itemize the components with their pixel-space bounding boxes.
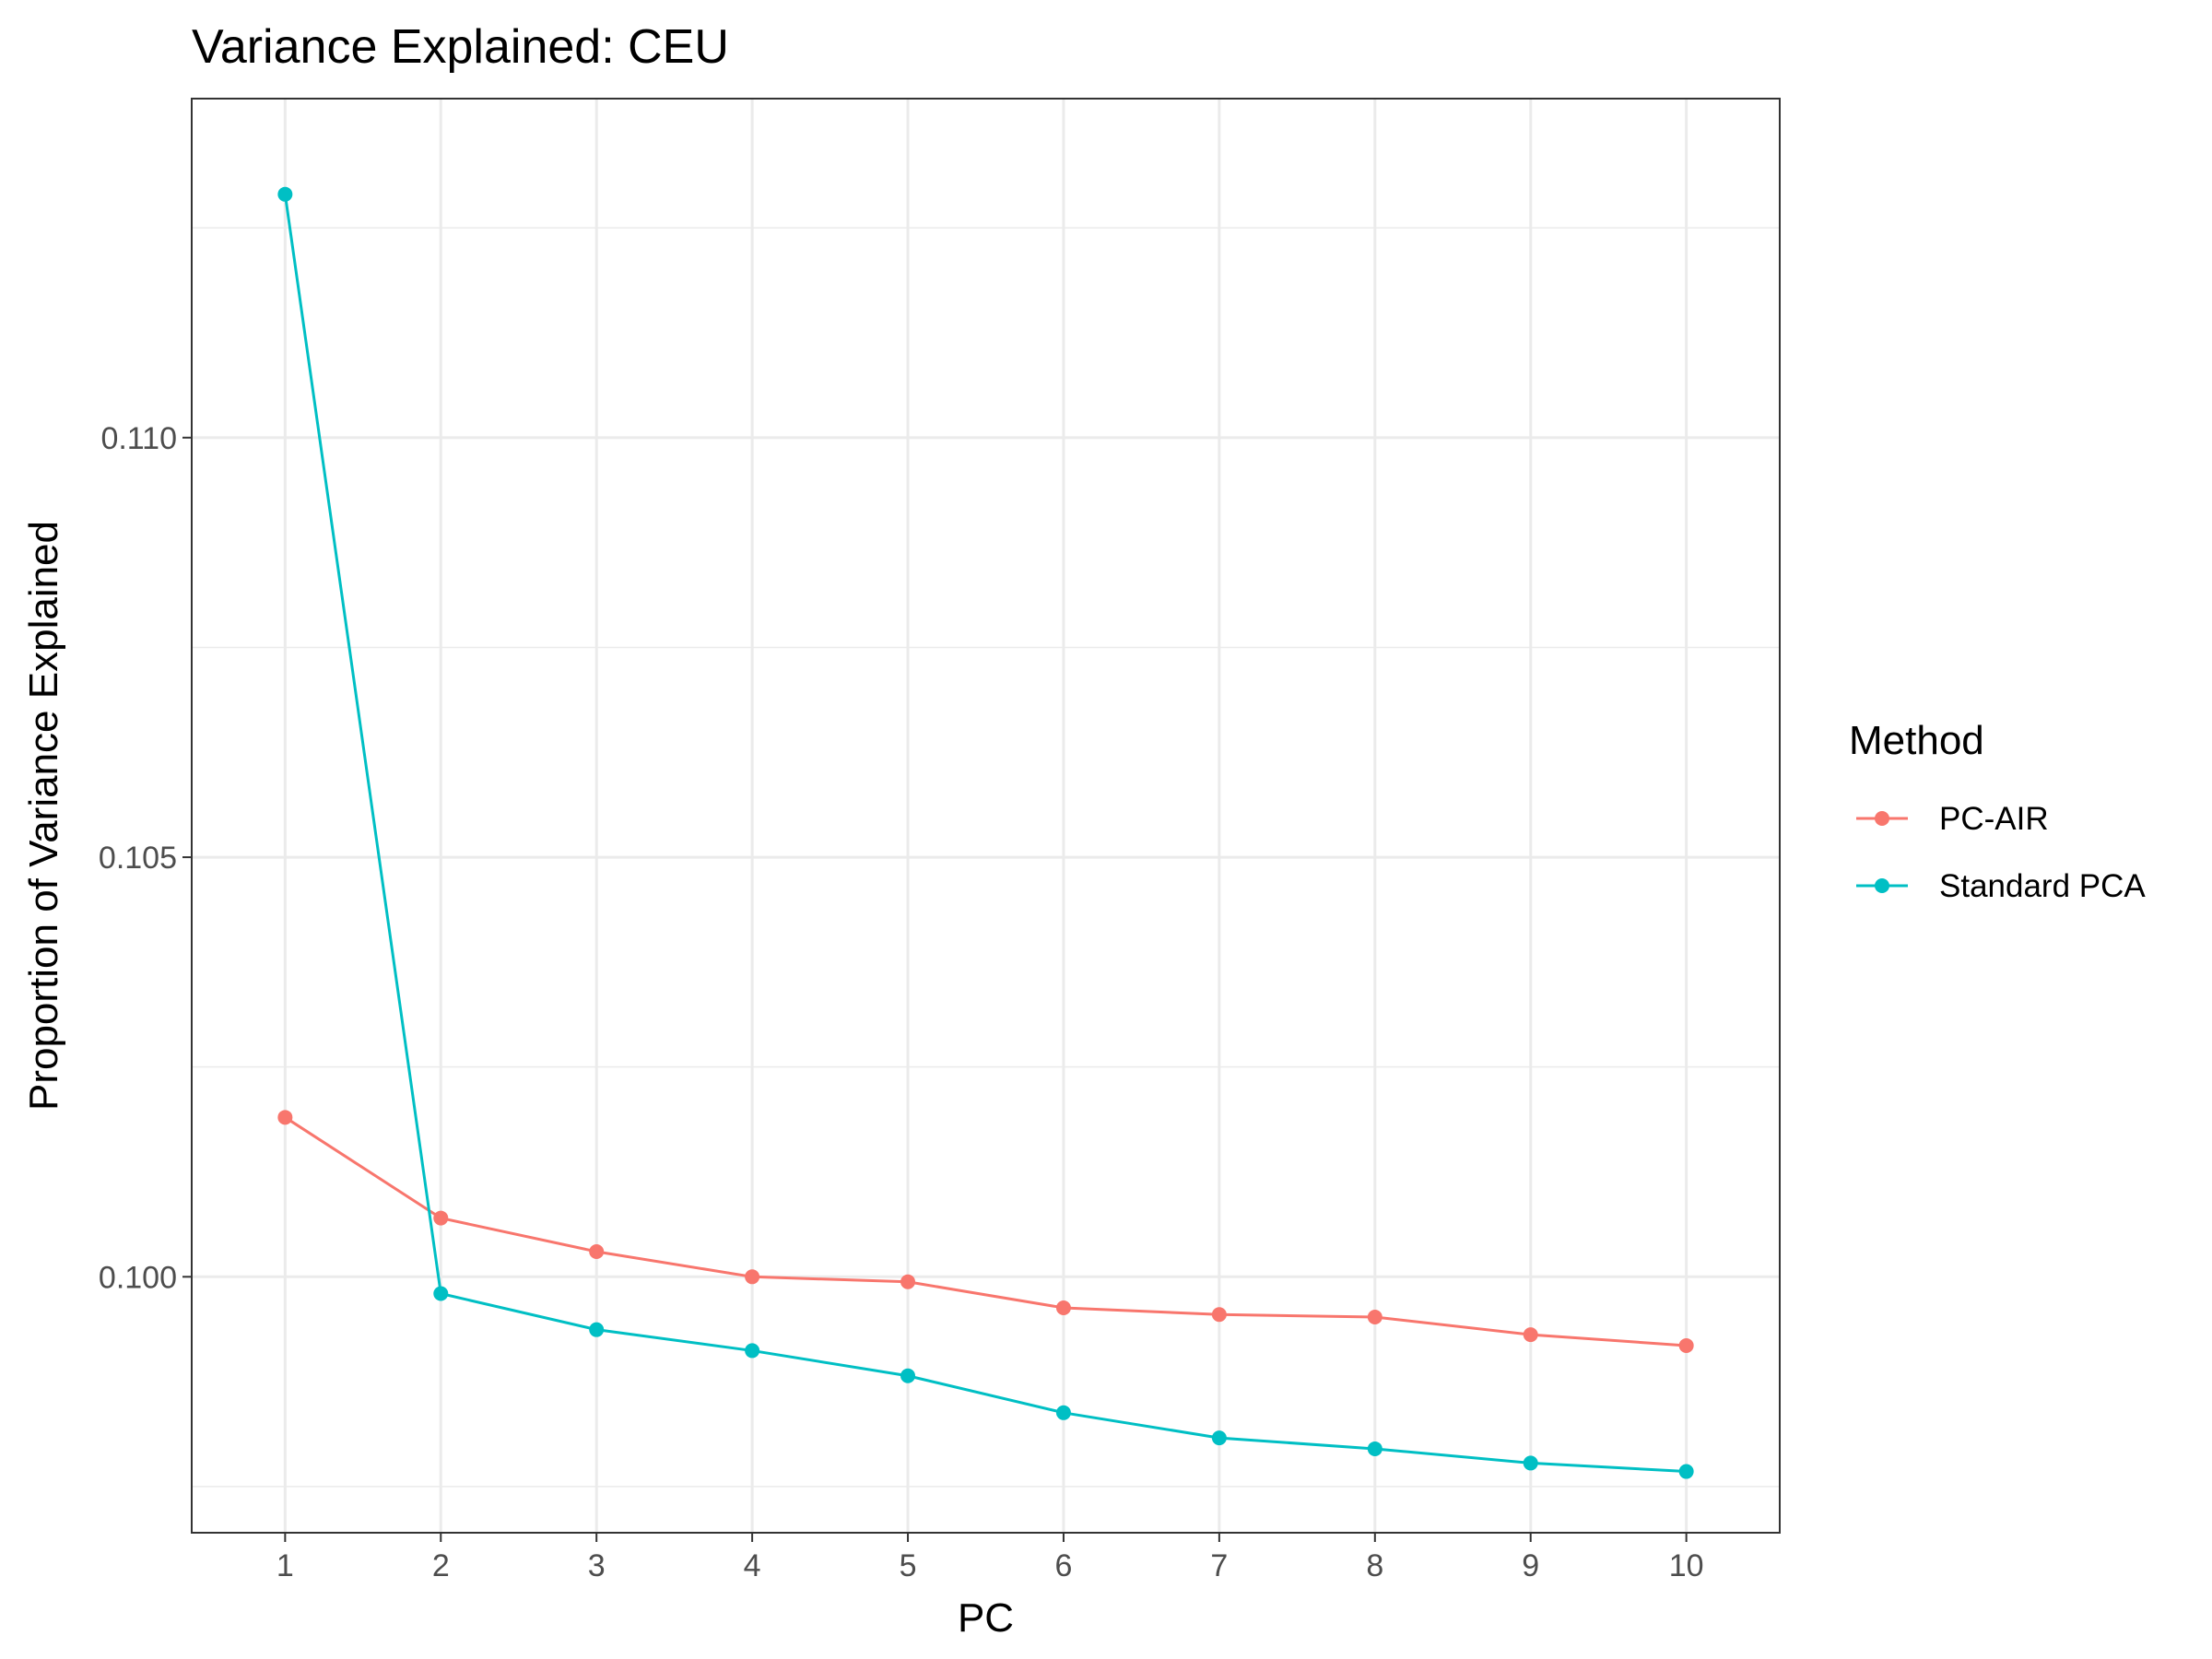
plot-panel [192, 99, 1780, 1533]
series-0-point-8 [1523, 1327, 1538, 1343]
legend-key-point-0 [1875, 811, 1889, 826]
y-axis-title: Proportion of Variance Explained [21, 521, 66, 1111]
series-1-point-7 [1367, 1441, 1382, 1456]
x-axis-title: PC [958, 1595, 1014, 1641]
series-0-point-7 [1367, 1310, 1382, 1325]
plot-border [191, 98, 1781, 1534]
grid-minor [192, 227, 1780, 1488]
series-1-point-5 [1055, 1405, 1071, 1420]
x-tick-label-5: 6 [1054, 1548, 1072, 1583]
legend: Method PC-AIR Standard PCA [1849, 718, 2146, 904]
y-tick-label-2: 0.110 [100, 421, 177, 456]
series-line-1 [283, 194, 1687, 1474]
series-0-point-0 [277, 1110, 293, 1125]
series-1-point-8 [1523, 1455, 1538, 1471]
series-0-point-6 [1211, 1307, 1227, 1323]
series-0-point-5 [1055, 1300, 1071, 1315]
series-1-point-1 [433, 1286, 449, 1301]
x-tick-label-0: 1 [276, 1548, 294, 1583]
series-line-0 [284, 1116, 1687, 1347]
series-0-point-4 [900, 1274, 916, 1289]
x-tick-label-1: 2 [432, 1548, 450, 1583]
x-axis: 1 2 3 4 5 6 7 8 9 10 [276, 1533, 1704, 1583]
series-1-point-3 [745, 1343, 760, 1359]
legend-title: Method [1849, 718, 1984, 763]
series-1-point-2 [589, 1322, 605, 1337]
legend-label-1: Standard PCA [1939, 868, 2146, 904]
series-1-point-9 [1678, 1464, 1694, 1479]
x-tick-label-7: 8 [1366, 1548, 1383, 1583]
grid-major [192, 99, 1780, 1533]
legend-key-point-1 [1875, 878, 1889, 893]
y-tick-label-1: 0.105 [99, 841, 177, 876]
series-1-point-4 [900, 1368, 916, 1383]
legend-label-0: PC-AIR [1939, 801, 2049, 837]
series-1-point-6 [1211, 1430, 1227, 1446]
series-1-point-0 [277, 186, 293, 202]
x-tick-label-9: 10 [1669, 1548, 1704, 1583]
x-tick-label-2: 3 [588, 1548, 606, 1583]
x-tick-label-4: 5 [900, 1548, 917, 1583]
series-0-point-1 [433, 1210, 449, 1226]
series-0-point-3 [745, 1269, 760, 1285]
x-tick-label-8: 9 [1522, 1548, 1539, 1583]
y-tick-label-0: 0.100 [99, 1260, 177, 1295]
series-0-point-9 [1678, 1337, 1694, 1353]
series-0-point-2 [589, 1243, 605, 1259]
chart-title: Variance Explained: CEU [192, 20, 729, 74]
x-tick-label-3: 4 [744, 1548, 761, 1583]
series-layer [277, 186, 1694, 1479]
y-axis: 0.100 0.105 0.110 [99, 421, 192, 1295]
x-tick-label-6: 7 [1210, 1548, 1228, 1583]
